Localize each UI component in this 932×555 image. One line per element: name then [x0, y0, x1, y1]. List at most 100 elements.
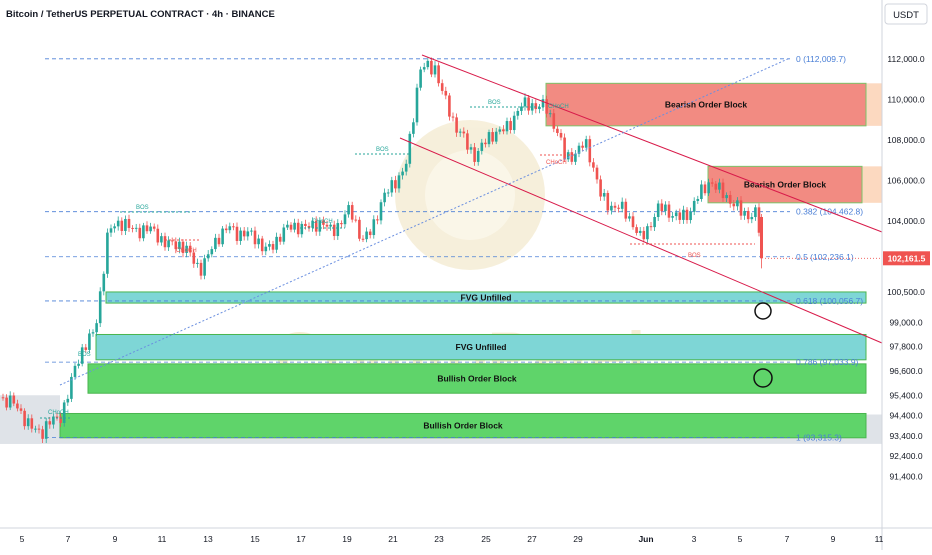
structure-dashes — [40, 106, 755, 419]
candle-body — [462, 131, 466, 134]
candle-body — [354, 219, 358, 221]
candle-body — [422, 67, 426, 70]
zone-bullish — [59, 412, 867, 439]
candle-body — [336, 223, 340, 237]
symbol-title: Bitcoin / TetherUS PERPETUAL CONTRACT · … — [6, 9, 275, 20]
zone-fvg — [105, 291, 867, 304]
candle-body — [595, 167, 599, 180]
zone-bearish — [707, 165, 863, 204]
candle-body — [30, 418, 34, 429]
x-tick-label: 21 — [388, 534, 398, 544]
candle-body — [131, 227, 134, 229]
candle-body — [192, 252, 196, 264]
candle-body — [113, 226, 116, 229]
candle-body — [106, 232, 109, 274]
target-circle — [753, 368, 773, 388]
candle-body — [347, 205, 350, 215]
candle-body — [386, 192, 390, 194]
candle-body — [725, 195, 728, 199]
candle-body — [275, 236, 278, 250]
watermark-logo — [395, 120, 545, 270]
candle-body — [556, 128, 559, 133]
candle-body — [278, 236, 282, 242]
y-tick-label: 100,500.0 — [887, 287, 925, 297]
structure-label-choch: CHoCH — [312, 219, 333, 225]
candle-body — [318, 220, 322, 232]
current-price-label: 102,161.5 — [888, 253, 926, 263]
candle-body — [102, 273, 106, 292]
candle-body — [718, 182, 721, 190]
candle-body — [149, 226, 152, 232]
candle-body — [631, 216, 635, 228]
candle-body — [584, 139, 588, 148]
zone-label: Bullish Order Block — [423, 421, 503, 431]
candle-body — [116, 220, 120, 227]
candle-body — [167, 240, 170, 248]
candle-body — [199, 262, 203, 276]
candle-body — [624, 201, 628, 219]
candle-body — [332, 224, 336, 237]
y-axis[interactable]: USDT 112,000.0 110,000.0 108,000.0 106,000.… — [881, 0, 930, 550]
candle-body — [178, 241, 181, 250]
candle-body — [44, 421, 48, 439]
y-tick-label: 112,000.0 — [887, 54, 924, 64]
candle-body — [527, 97, 530, 111]
candle-body — [73, 365, 77, 377]
candle-body — [739, 200, 743, 216]
candle-body — [534, 103, 538, 110]
y-tick-label: 104,000.0 — [887, 216, 925, 226]
candle-body — [728, 195, 732, 204]
candle-body — [502, 129, 505, 132]
candle-body — [59, 416, 62, 423]
currency-badge[interactable] — [884, 3, 928, 25]
candle-body — [538, 107, 541, 110]
candle-body — [487, 132, 491, 145]
zone-extension — [862, 166, 882, 203]
y-tick-label: 93,400.0 — [889, 431, 922, 441]
candle-body — [329, 224, 332, 227]
x-tick-label: 27 — [527, 534, 537, 544]
y-tick-label: 99,000.0 — [889, 317, 922, 327]
candle-body — [372, 219, 376, 236]
candle-body — [88, 333, 91, 350]
candle-body — [480, 142, 484, 151]
candle-body — [754, 207, 757, 218]
candle-body — [368, 231, 372, 236]
x-tick-label: 23 — [434, 534, 444, 544]
candle-body — [264, 246, 268, 252]
candle-body — [574, 153, 577, 162]
candle-body — [250, 230, 253, 232]
candle-body — [325, 224, 329, 227]
candle-body — [109, 228, 113, 233]
candles-layer — [1, 57, 882, 444]
structure-label-bos: BOS — [488, 100, 501, 106]
candle-body — [700, 184, 703, 200]
candle-body — [340, 223, 343, 225]
candle-body — [12, 395, 16, 404]
candle-body — [41, 429, 44, 439]
candle-body — [181, 241, 185, 253]
candle-body — [138, 227, 142, 239]
candle-body — [95, 323, 98, 333]
candle-body — [466, 133, 469, 150]
fib-label: 0.5 (102,236.1) — [796, 252, 854, 262]
candle-body — [746, 210, 750, 220]
candle-body — [437, 65, 440, 84]
candle-body — [268, 244, 271, 247]
candle-body — [642, 230, 646, 240]
candle-body — [228, 226, 232, 231]
x-axis[interactable]: 5 7 9 11 13 15 17 19 21 23 25 27 29 Jun 3 5 7 9 11 — [0, 527, 932, 544]
candle-body — [689, 211, 692, 221]
candle-body — [628, 216, 631, 219]
structure-label-choch: CHoCH — [176, 248, 197, 254]
structure-label-choch: CHoCH — [48, 410, 69, 416]
candle-body — [635, 227, 638, 233]
candle-body — [736, 200, 739, 207]
candle-body — [581, 145, 584, 148]
candle-body — [5, 397, 8, 408]
candle-body — [322, 220, 325, 225]
candle-body — [498, 129, 502, 132]
candle-body — [570, 152, 574, 162]
candle-body — [379, 202, 383, 221]
